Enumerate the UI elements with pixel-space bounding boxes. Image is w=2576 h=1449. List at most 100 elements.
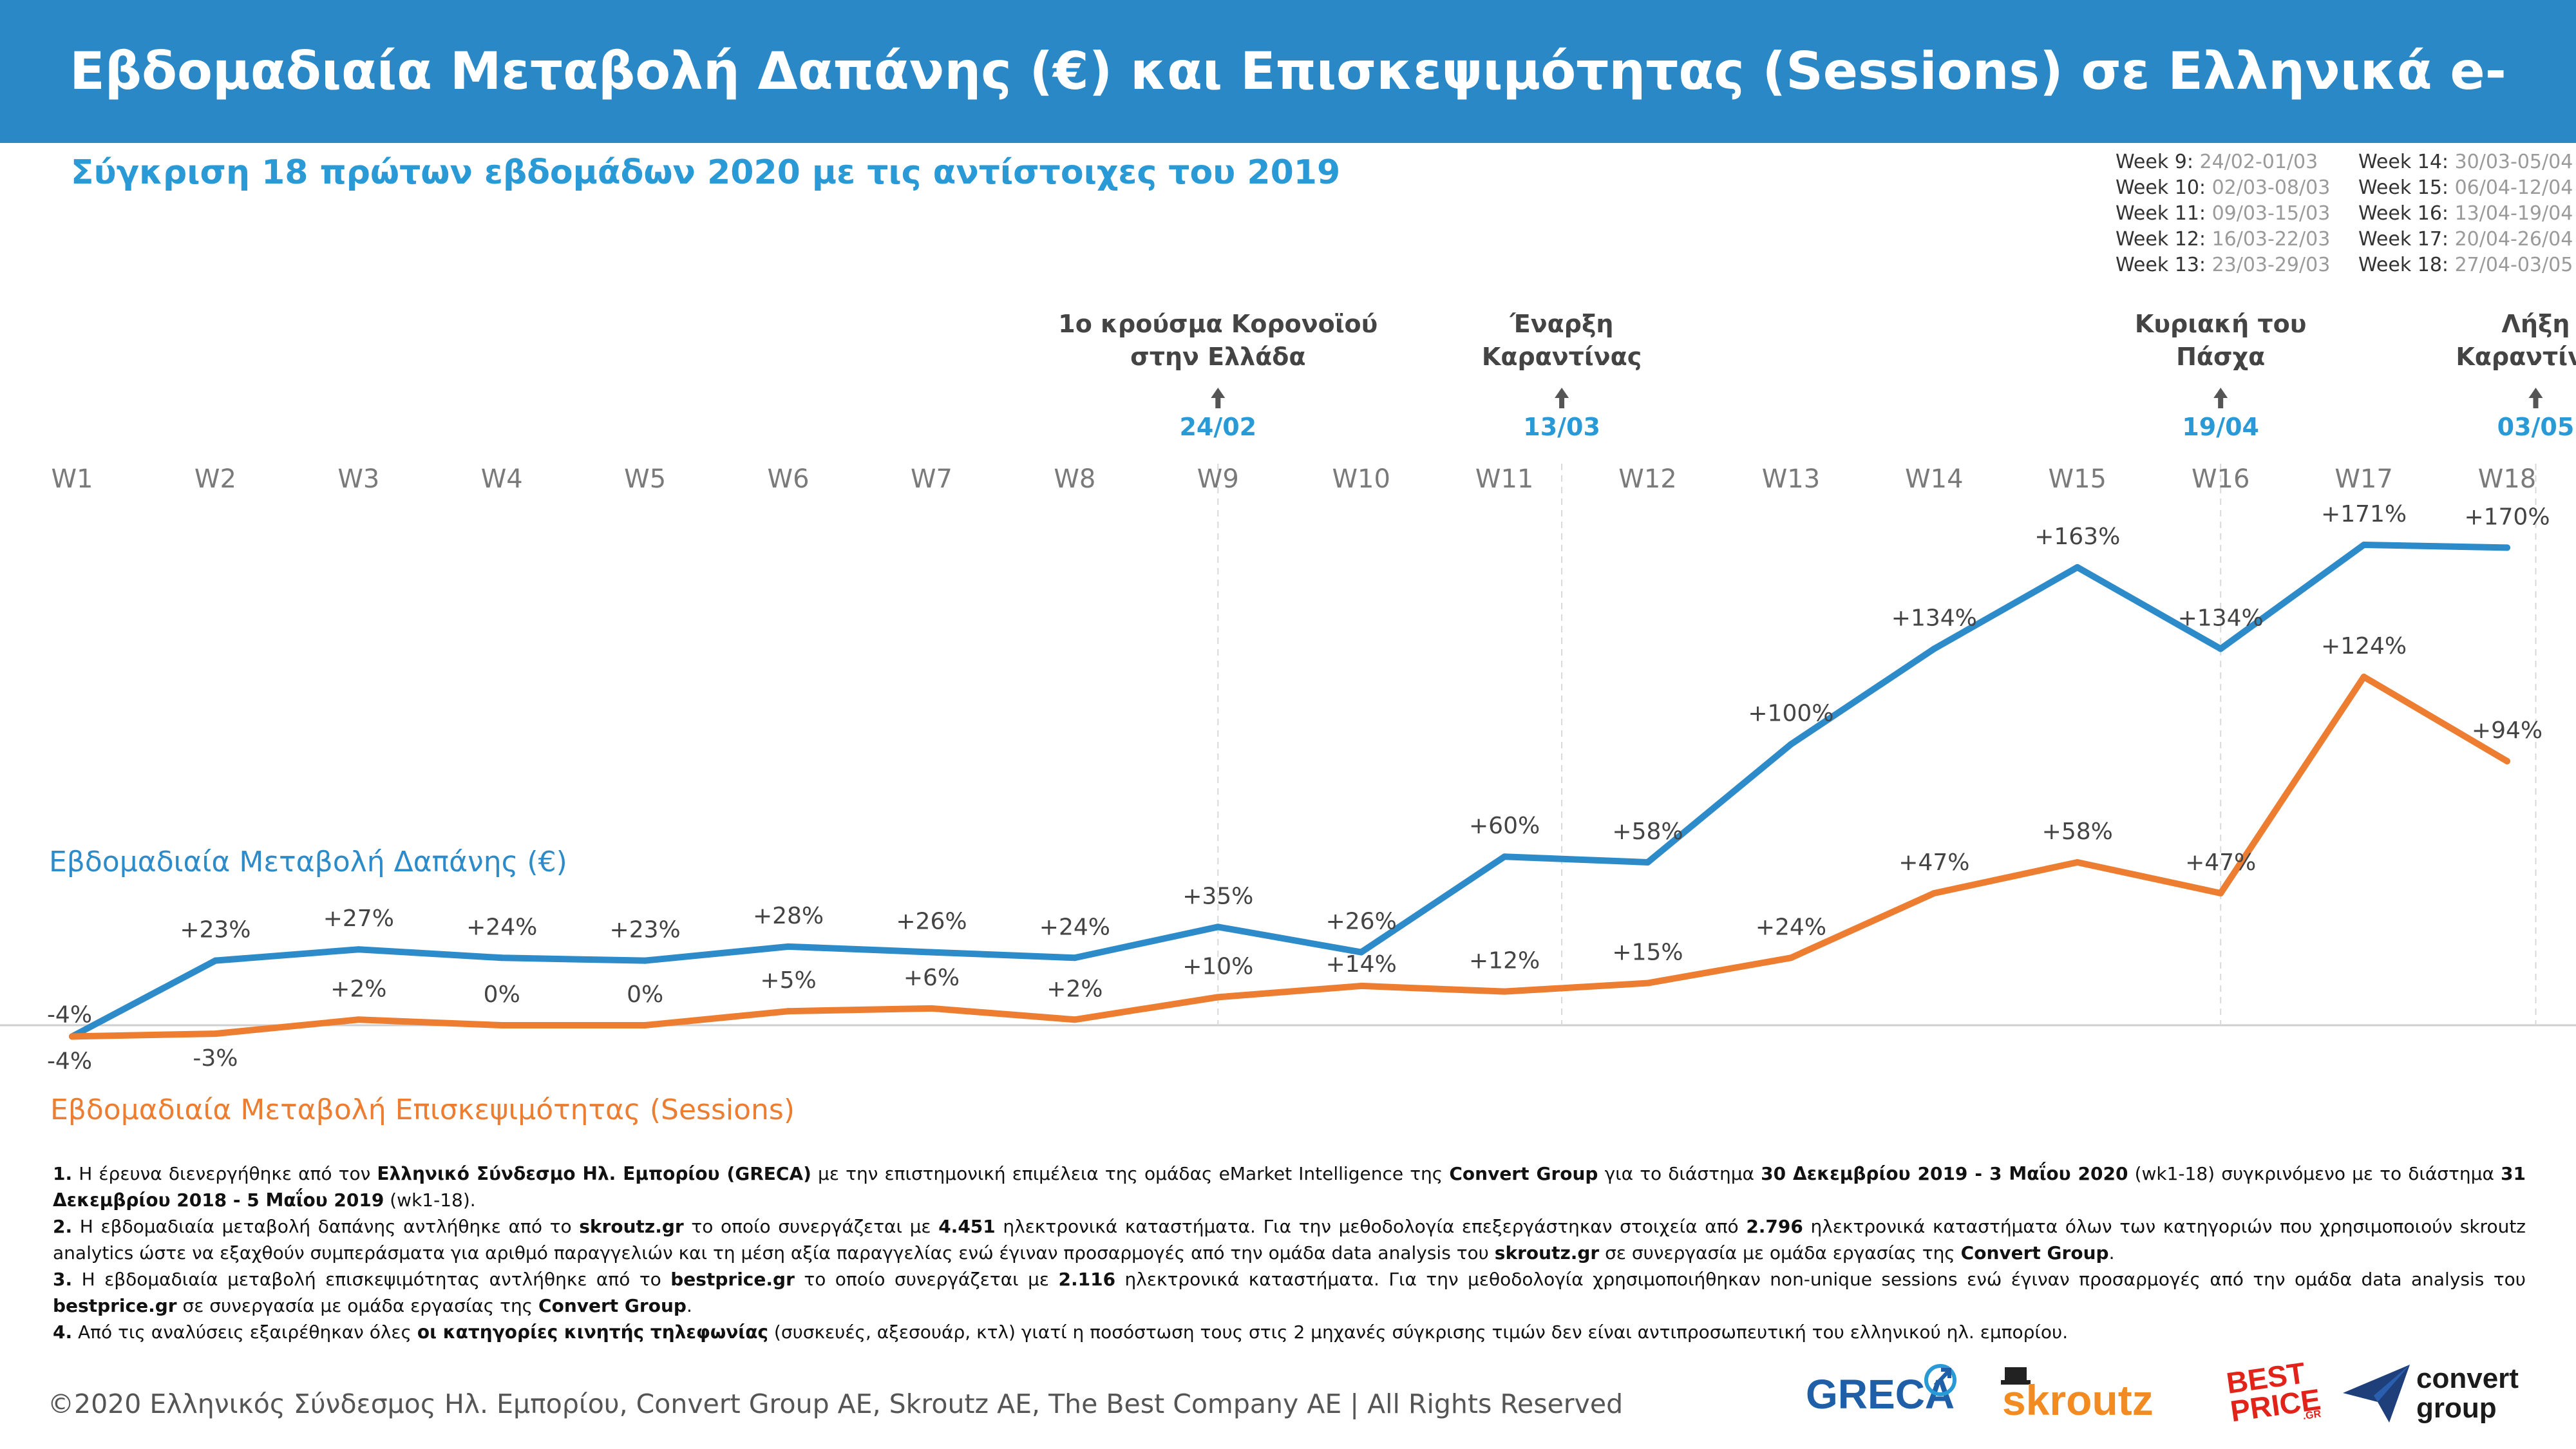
event-arrow-icon: [2213, 388, 2228, 408]
sessions-data-point: [2504, 757, 2510, 764]
convert-logo-word-2: group: [2416, 1392, 2497, 1424]
x-tick-label: W15: [2049, 464, 2107, 494]
spending-series-line: [69, 542, 2510, 1040]
convert-group-logo: convert group: [2343, 1363, 2519, 1424]
event-arrow-icon: [1211, 388, 1226, 408]
sessions-series-line: [69, 674, 2510, 1040]
spending-data-point: [641, 957, 649, 964]
sessions-data-label: +124%: [2321, 633, 2407, 659]
footnote-2: 2. Η εβδομαδιαία μεταβολή δαπάνης αντλήθ…: [53, 1216, 2526, 1264]
x-tick-label: W11: [1475, 464, 1533, 494]
sessions-data-point: [1215, 994, 1222, 1001]
sessions-data-label: +15%: [1612, 940, 1683, 966]
week-range: 06/04-12/04: [2454, 176, 2573, 199]
week-range-row: Week 17: 20/04-26/04: [2358, 227, 2573, 252]
spending-data-label: +24%: [466, 914, 537, 940]
sessions-data-label: +2%: [1046, 976, 1103, 1002]
spending-data-point: [1787, 741, 1794, 748]
sessions-data-point: [1644, 980, 1651, 987]
sessions-data-point: [355, 1016, 362, 1023]
sessions-data-label: +58%: [2042, 819, 2113, 845]
event-date: 24/02: [1179, 413, 1256, 441]
bestprice-logo-domain: .GR: [2302, 1408, 2322, 1422]
x-tick-label: W14: [1905, 464, 1963, 494]
spending-data-point: [2217, 645, 2224, 652]
sessions-data-label: +10%: [1182, 953, 1253, 980]
sessions-data-point: [1501, 988, 1508, 995]
spending-data-label: +170%: [2464, 504, 2550, 530]
greca-logo: GRECA: [1806, 1364, 1956, 1417]
week-range-row: Week 13: 23/03-29/03: [2116, 252, 2330, 278]
spending-data-label: +134%: [1891, 605, 1977, 631]
sessions-data-point: [212, 1030, 219, 1037]
event-label-line-1: Έναρξη: [1510, 310, 1614, 338]
event-label-line-2: στην Ελλάδα: [1130, 343, 1305, 371]
spending-data-label: +171%: [2321, 501, 2407, 527]
sessions-data-label: +5%: [760, 967, 816, 994]
greca-logo-ring: [1924, 1364, 1956, 1396]
x-tick-label: W16: [2192, 464, 2249, 494]
week-range: 24/02-01/03: [2199, 151, 2318, 173]
week-label: Week 13:: [2116, 254, 2206, 276]
x-tick-label: W13: [1762, 464, 1820, 494]
week-label: Week 16:: [2358, 202, 2449, 225]
spending-data-point: [1931, 645, 1938, 652]
event-label-line-1: Κυριακή του: [2135, 310, 2307, 338]
x-tick-label: W2: [194, 464, 236, 494]
convert-logo-word-1: convert: [2416, 1363, 2519, 1394]
sessions-data-point: [641, 1022, 649, 1028]
x-tick-label: W9: [1197, 464, 1239, 494]
footnote-1: 1. Η έρευνα διενεργήθηκε από τον Ελληνικ…: [53, 1163, 2526, 1211]
week-range: 30/03-05/04: [2454, 151, 2573, 173]
x-tick-label: W7: [911, 464, 952, 494]
sessions-data-label: -3%: [193, 1045, 238, 1072]
sessions-data-point: [928, 1005, 935, 1012]
sessions-data-point: [69, 1033, 75, 1040]
x-tick-label: W8: [1054, 464, 1095, 494]
footnote-3: 3. Η εβδομαδιαία μεταβολή επισκεψιμότητα…: [53, 1269, 2526, 1316]
spending-data-point: [498, 954, 506, 961]
header-banner: Εβδομαδιαία Μεταβολή Δαπάνης (€) και Επι…: [0, 0, 2576, 244]
sessions-data-point: [2360, 674, 2367, 681]
sessions-data-label: +12%: [1469, 948, 1540, 974]
greca-logo-text: GRECA: [1806, 1371, 1955, 1417]
week-range: 09/03-15/03: [2211, 202, 2331, 225]
sessions-data-label: +6%: [904, 965, 960, 991]
event-label-line-1: Λήξη: [2501, 310, 2570, 338]
event-date: 03/05: [2497, 413, 2575, 441]
week-label: Week 18:: [2358, 254, 2449, 276]
x-tick-label: W1: [52, 464, 93, 494]
spending-data-point: [1644, 858, 1651, 866]
spending-data-label: +35%: [1182, 883, 1253, 909]
sessions-data-label: +24%: [1756, 914, 1826, 940]
week-label: Week 11:: [2116, 202, 2206, 225]
x-tick-label: W17: [2334, 464, 2392, 494]
chart-subtitle: Σύγκριση 18 πρώτων εβδομάδων 2020 με τις…: [71, 153, 1341, 192]
week-ranges-column-2: Week 14: 30/03-05/04 Week 15: 06/04-12/0…: [2358, 149, 2573, 278]
sessions-data-label: +47%: [1899, 849, 1969, 876]
sessions-data-label: 0%: [627, 981, 663, 1008]
week-range-row: Week 12: 16/03-22/03: [2116, 227, 2330, 252]
spending-data-point: [212, 957, 219, 964]
line-chart: 1ο κρούσμα Κορονοϊού στην Ελλάδα 24/02 Έναρ…: [0, 310, 2576, 1074]
spending-data-point: [1358, 949, 1365, 956]
week-label: Week 14:: [2358, 151, 2449, 173]
x-tick-label: W12: [1618, 464, 1676, 494]
week-label: Week 17:: [2358, 228, 2449, 251]
sessions-data-label: 0%: [484, 981, 520, 1008]
week-ranges-column-1: Week 9: 24/02-01/03 Week 10: 02/03-08/03…: [2116, 149, 2330, 278]
week-range-row: Week 9: 24/02-01/03: [2116, 149, 2330, 175]
event-date: 19/04: [2182, 413, 2259, 441]
skroutz-logo: skroutz: [2001, 1367, 2154, 1424]
spending-data-point: [2360, 542, 2367, 548]
event-label-line-2: Καραντίνας: [2456, 343, 2576, 371]
week-range: 23/03-29/03: [2211, 254, 2331, 276]
sessions-data-point: [1787, 954, 1794, 961]
spending-data-point: [2504, 544, 2510, 551]
event-label-line-1: 1ο κρούσμα Κορονοϊού: [1058, 310, 1378, 338]
event-label-line-2: Πάσχα: [2176, 343, 2265, 371]
x-tick-label: W4: [481, 464, 523, 494]
week-range: 13/04-19/04: [2454, 202, 2573, 225]
spending-data-label: +23%: [180, 917, 251, 943]
skroutz-logo-hat-brim: [2001, 1380, 2031, 1385]
